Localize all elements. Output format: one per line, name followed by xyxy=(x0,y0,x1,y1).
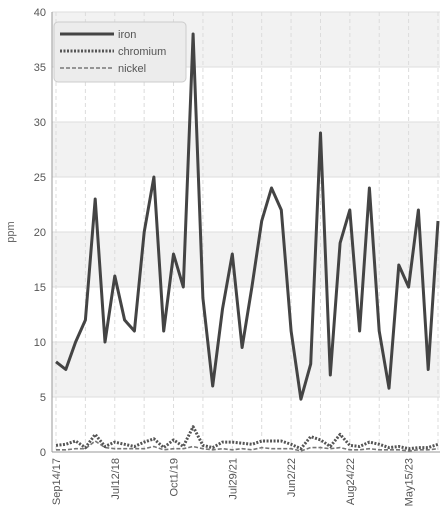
legend-label-chromium: chromium xyxy=(118,46,166,58)
x-tick-label: Aug24/22 xyxy=(345,458,357,505)
y-tick-label: 10 xyxy=(34,337,46,349)
y-tick-label: 5 xyxy=(40,392,46,404)
y-tick-label: 25 xyxy=(34,172,46,184)
y-axis-label: ppm xyxy=(5,221,17,242)
grid xyxy=(51,11,440,453)
x-axis-ticks: Sep14/17 Jul12/18 Oct1/19 Jul29/21 Jun2/22 Au… xyxy=(51,458,416,506)
x-tick-label: Sep14/17 xyxy=(51,458,63,505)
y-axis-ticks: 0 5 10 15 20 25 30 35 40 xyxy=(34,7,46,459)
series-line-iron xyxy=(55,32,440,401)
band xyxy=(52,232,440,287)
x-tick-label: May15/23 xyxy=(404,458,416,506)
y-tick-label: 20 xyxy=(34,227,46,239)
y-tick-label: 35 xyxy=(34,62,46,74)
legend-box xyxy=(53,21,187,83)
series-lines xyxy=(55,32,440,452)
legend: iron chromium nickel xyxy=(53,21,187,83)
series-line-chromium xyxy=(55,425,439,451)
series-line-nickel xyxy=(56,440,439,452)
y-tick-label: 0 xyxy=(40,447,46,459)
y-tick-label: 30 xyxy=(34,117,46,129)
band xyxy=(52,122,440,177)
legend-label-iron: iron xyxy=(118,29,136,41)
y-tick-label: 15 xyxy=(34,282,46,294)
band xyxy=(52,342,440,397)
y-tick-label: 40 xyxy=(34,7,46,19)
x-tick-label: Oct1/19 xyxy=(169,458,181,497)
legend-label-nickel: nickel xyxy=(118,63,146,75)
x-tick-label: Jul12/18 xyxy=(110,458,122,500)
x-tick-label: Jul29/21 xyxy=(227,458,239,500)
x-tick-label: Jun2/22 xyxy=(286,458,298,497)
